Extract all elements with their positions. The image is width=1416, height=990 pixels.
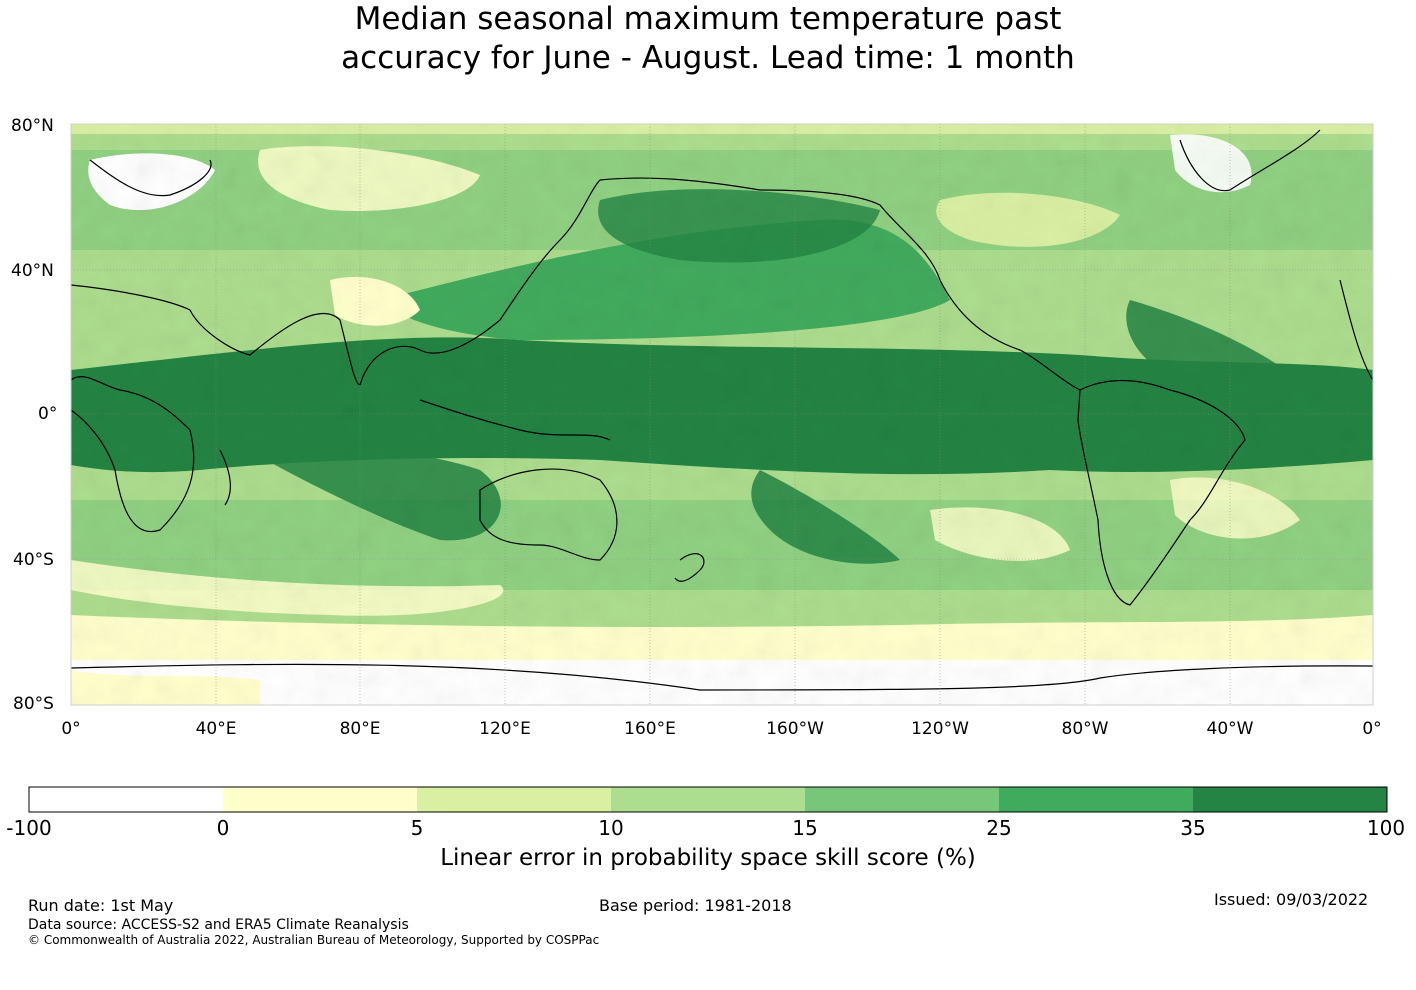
lat-label-equator: 0° bbox=[38, 404, 58, 424]
coast-west-africa-east bbox=[1339, 279, 1373, 381]
copyright: © Commonwealth of Australia 2022, Austra… bbox=[28, 933, 600, 947]
coast-south-america bbox=[1077, 380, 1246, 606]
colorbar-segment bbox=[1193, 787, 1387, 812]
colorbar-frame bbox=[28, 786, 1388, 813]
colorbar-tick: 5 bbox=[410, 816, 424, 840]
lon-label-40e: 40°E bbox=[195, 719, 237, 739]
colorbar-label: Linear error in probability space skill … bbox=[440, 845, 976, 871]
lon-label-120e: 120°E bbox=[479, 719, 531, 739]
lat-label-80n: 80°N bbox=[11, 116, 54, 136]
lon-label-0-east: 0° bbox=[1362, 719, 1382, 739]
data-source: Data source: ACCESS-S2 and ERA5 Climate … bbox=[28, 917, 409, 933]
lat-label-40n: 40°N bbox=[11, 261, 54, 281]
title-line-2: accuracy for June - August. Lead time: 1… bbox=[341, 40, 1075, 76]
coastlines bbox=[71, 129, 1373, 691]
coast-africa bbox=[71, 376, 195, 533]
colorbar-tick: -100 bbox=[6, 816, 52, 840]
lon-label-80w: 80°W bbox=[1061, 719, 1109, 739]
map-frame bbox=[70, 123, 1374, 706]
colorbar-tick: 25 bbox=[986, 816, 1012, 840]
colorbar-tick: 0 bbox=[216, 816, 230, 840]
graticule bbox=[71, 124, 1373, 705]
skill-field bbox=[71, 124, 1373, 705]
colorbar-segment bbox=[999, 787, 1193, 812]
title-line-1: Median seasonal maximum temperature past bbox=[354, 1, 1062, 37]
colorbar-tick: 100 bbox=[1366, 816, 1406, 840]
colorbar-tick: 35 bbox=[1180, 816, 1206, 840]
colorbar-tick: 15 bbox=[792, 816, 818, 840]
field-texture bbox=[71, 124, 1373, 705]
lat-label-40s: 40°S bbox=[13, 550, 54, 570]
coast-australia bbox=[479, 468, 618, 561]
lon-label-120w: 120°W bbox=[911, 719, 969, 739]
colorbar-segment bbox=[417, 787, 611, 812]
colorbar bbox=[28, 786, 1388, 813]
lon-label-160e: 160°E bbox=[624, 719, 676, 739]
lon-label-160w: 160°W bbox=[766, 719, 824, 739]
lat-label-80s: 80°S bbox=[13, 694, 54, 714]
lon-label-0-west: 0° bbox=[61, 719, 81, 739]
coast-new-zealand bbox=[674, 553, 705, 582]
lon-label-40w: 40°W bbox=[1206, 719, 1254, 739]
coast-arctic-west bbox=[89, 159, 212, 197]
run-date: Run date: 1st May bbox=[28, 896, 174, 915]
coast-greenland bbox=[1179, 129, 1321, 192]
coast-indonesia bbox=[419, 399, 611, 441]
base-period: Base period: 1981-2018 bbox=[599, 896, 792, 915]
map-title: Median seasonal maximum temperature past… bbox=[0, 0, 1416, 78]
colorbar-segment bbox=[611, 787, 805, 812]
coast-antarctica bbox=[71, 663, 1373, 691]
coast-eurasia-north-america bbox=[71, 177, 1081, 391]
issued-date: Issued: 09/03/2022 bbox=[1214, 890, 1369, 909]
colorbar-segment bbox=[223, 787, 417, 812]
coast-madagascar bbox=[219, 449, 232, 506]
colorbar-segment bbox=[29, 787, 223, 812]
lon-label-80e: 80°E bbox=[339, 719, 381, 739]
colorbar-tick: 10 bbox=[598, 816, 624, 840]
colorbar-segment bbox=[805, 787, 999, 812]
